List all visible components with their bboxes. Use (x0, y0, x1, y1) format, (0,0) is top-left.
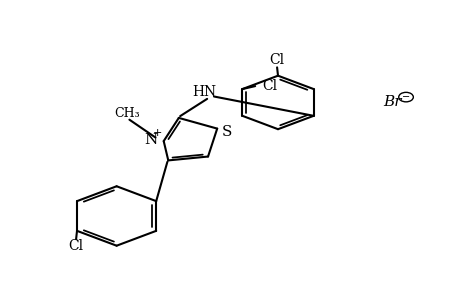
Text: CH₃: CH₃ (114, 106, 140, 120)
Text: +: + (152, 128, 162, 138)
Text: −: − (401, 92, 409, 102)
Text: S: S (222, 125, 232, 139)
Text: Cl: Cl (269, 53, 284, 67)
Text: N: N (144, 133, 157, 147)
Text: Br: Br (382, 95, 401, 110)
Text: Cl: Cl (68, 239, 84, 253)
Text: Cl: Cl (262, 79, 277, 92)
Text: HN: HN (191, 85, 216, 99)
